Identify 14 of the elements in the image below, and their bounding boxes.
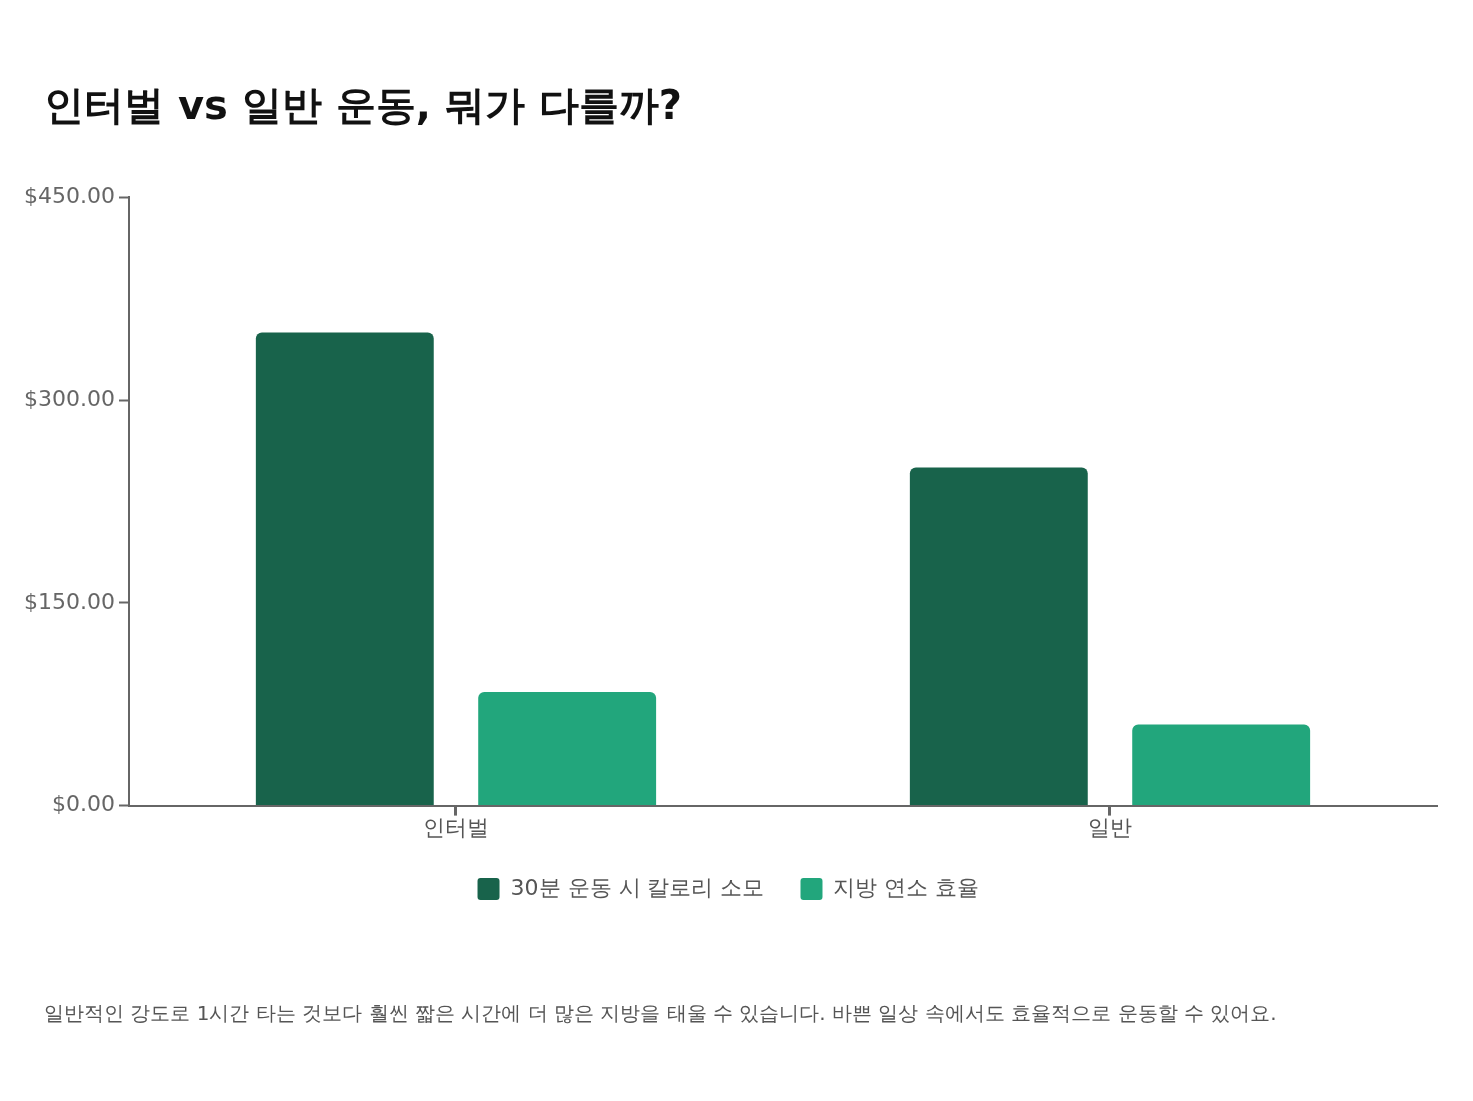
legend-label: 30분 운동 시 칼로리 소모 xyxy=(510,874,765,900)
y-tick-label: $300.00 xyxy=(23,385,115,411)
legend-label: 지방 연소 효율 xyxy=(833,874,980,900)
bar xyxy=(255,332,434,806)
y-tick-label: $0.00 xyxy=(51,791,115,817)
y-tick-label: $150.00 xyxy=(23,588,115,614)
bar xyxy=(909,467,1088,806)
bar xyxy=(478,692,657,806)
bar xyxy=(1132,724,1311,806)
chart-title: 인터벌 vs 일반 운동, 뭐가 다를까? xyxy=(44,81,682,130)
y-tick-label: $450.00 xyxy=(23,182,115,208)
text: 일반적인 강도로 1시간 타는 것보다 훨씬 짧은 시간에 더 많은 지방을 태울 수 있습니다. 바쁜 일상 속에서도 효율적으로 운동할 수 있어요. xyxy=(44,1000,1277,1027)
x-tick-label: 인터벌 xyxy=(422,814,489,840)
x-tick-label: 일반 xyxy=(1087,814,1132,840)
